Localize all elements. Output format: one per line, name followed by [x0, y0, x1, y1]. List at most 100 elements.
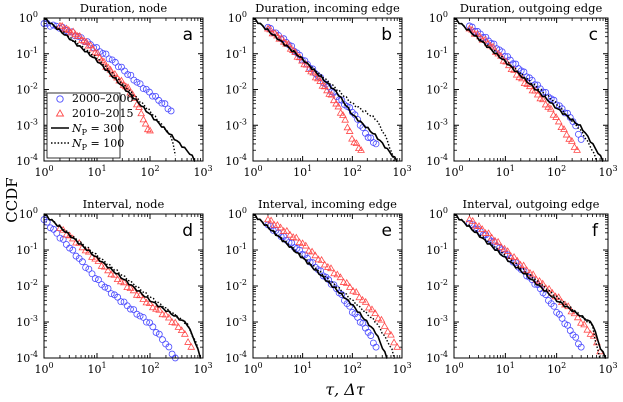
series-np100-line: [453, 213, 601, 359]
y-tick-label: 10-3: [426, 314, 448, 329]
series-2010-2015-point: [104, 266, 112, 274]
series-2010-2015-point: [177, 326, 186, 334]
series-2010-2015-point: [346, 283, 354, 290]
series-2010-2015-point: [393, 342, 402, 350]
series-2010-2015-point: [148, 303, 157, 311]
series-2000-2006-point: [167, 107, 175, 115]
series-2010-2015-point: [325, 89, 334, 97]
series-2000-2006-point: [155, 330, 163, 338]
series-2010-2015-point: [106, 65, 115, 73]
series-2010-2015-point: [308, 247, 316, 255]
y-tick-label: 10-4: [16, 350, 38, 365]
series-2000-2006-point: [107, 290, 115, 298]
series-2010-2015-point: [124, 83, 132, 91]
series-2010-2015-point: [510, 252, 518, 260]
series-2000-2006-point: [566, 327, 574, 334]
series-2000-2006-point: [56, 234, 64, 242]
series-2000-2006-point: [111, 58, 119, 66]
series-2000-2006-point: [364, 134, 372, 141]
series-2010-2015-point: [86, 41, 95, 49]
series-2010-2015-point: [487, 233, 496, 241]
series-2000-2006-point: [577, 136, 585, 143]
series-2000-2006-point: [354, 115, 361, 123]
series-2010-2015-point: [489, 42, 497, 50]
y-tick-label: 10-2: [16, 82, 38, 97]
x-tick-label: 102: [343, 361, 362, 376]
panel-letter: d: [182, 221, 193, 241]
panel-frame: [43, 17, 204, 162]
series-2000-2006-point: [127, 305, 134, 313]
series-2010-2015-point: [341, 115, 350, 123]
series-2010-2015-point: [562, 130, 571, 138]
panel-title: Interval, incoming edge: [258, 197, 397, 211]
x-tick-label: 101: [496, 164, 515, 179]
panel-frame: [453, 213, 609, 359]
series-2010-2015-point: [332, 99, 340, 107]
series-2000-2006-point: [372, 140, 380, 148]
series-2000-2006-point: [139, 85, 147, 92]
panel-title: Duration, outgoing edge: [460, 1, 603, 15]
series-2000-2006-point: [123, 302, 131, 310]
series-np100-line: [453, 17, 598, 162]
series-2010-2015-point: [65, 231, 74, 239]
series-2010-2015-point: [336, 273, 345, 281]
y-tick-label: 10-4: [16, 153, 38, 168]
series-2010-2015-point: [570, 143, 579, 150]
series-2010-2015-point: [330, 269, 339, 277]
y-tick-label: 10-1: [225, 46, 247, 61]
series-2010-2015-point: [500, 244, 509, 252]
series-2010-2015-point: [184, 338, 192, 345]
series-2010-2015-point: [301, 241, 310, 249]
series-2010-2015-point: [549, 110, 558, 118]
series-2010-2015-point: [539, 95, 547, 103]
series-2010-2015-point: [286, 230, 294, 238]
series-2010-2015-point: [368, 305, 376, 313]
y-tick-label: 10-3: [16, 314, 38, 329]
x-tick-label: 103: [193, 361, 212, 376]
y-axis-label: CCDF: [3, 177, 21, 222]
series-2000-2006-point: [127, 71, 135, 79]
series-2010-2015-point: [345, 127, 354, 134]
series-2000-2006-point: [101, 283, 109, 291]
series-2010-2015-point: [298, 239, 307, 247]
series-2010-2015-point: [377, 315, 386, 323]
series-2010-2015-point: [497, 243, 506, 250]
series-2010-2015-point: [141, 119, 150, 127]
series-2000-2006-point: [69, 246, 77, 254]
legend-circle-marker: [56, 95, 64, 103]
x-tick-label: 101: [87, 164, 106, 179]
y-tick-label: 10-3: [16, 117, 38, 132]
series-2010-2015-point: [352, 139, 361, 147]
series-2000-2006-point: [47, 224, 54, 232]
panel-title: Interval, node: [83, 197, 165, 211]
series-2010-2015-point: [117, 76, 126, 84]
series-2010-2015-point: [292, 233, 301, 241]
x-tick-label: 100: [34, 164, 53, 179]
series-2000-2006-point: [99, 49, 107, 57]
series-2010-2015-point: [276, 223, 285, 231]
series-2000-2006-point: [133, 78, 141, 86]
series-2010-2015-point: [484, 229, 493, 237]
y-tick-label: 10-4: [225, 350, 247, 365]
series-2010-2015-point: [503, 247, 512, 254]
x-tick-label: 101: [293, 361, 312, 376]
series-2000-2006-point: [117, 298, 125, 306]
x-axis-label: τ, Δτ: [325, 380, 366, 399]
x-tick-label: 101: [293, 164, 312, 179]
series-2010-2015-point: [155, 305, 164, 313]
y-tick-label: 10-3: [426, 117, 448, 132]
series-2010-2015-point: [565, 134, 574, 142]
series-2010-2015-point: [323, 86, 331, 94]
x-tick-label: 102: [547, 361, 566, 376]
series-2010-2015-point: [349, 286, 357, 294]
series-2010-2015-point: [91, 48, 99, 56]
series-np300-line: [43, 213, 202, 359]
series-np300-line: [252, 213, 388, 359]
legend-triangle-marker: [55, 109, 65, 117]
series-2000-2006-point: [550, 302, 558, 310]
series-2010-2015-point: [358, 295, 367, 303]
series-2000-2006-point: [102, 50, 110, 58]
x-tick-label: 103: [392, 164, 411, 179]
x-tick-label: 103: [392, 361, 411, 376]
